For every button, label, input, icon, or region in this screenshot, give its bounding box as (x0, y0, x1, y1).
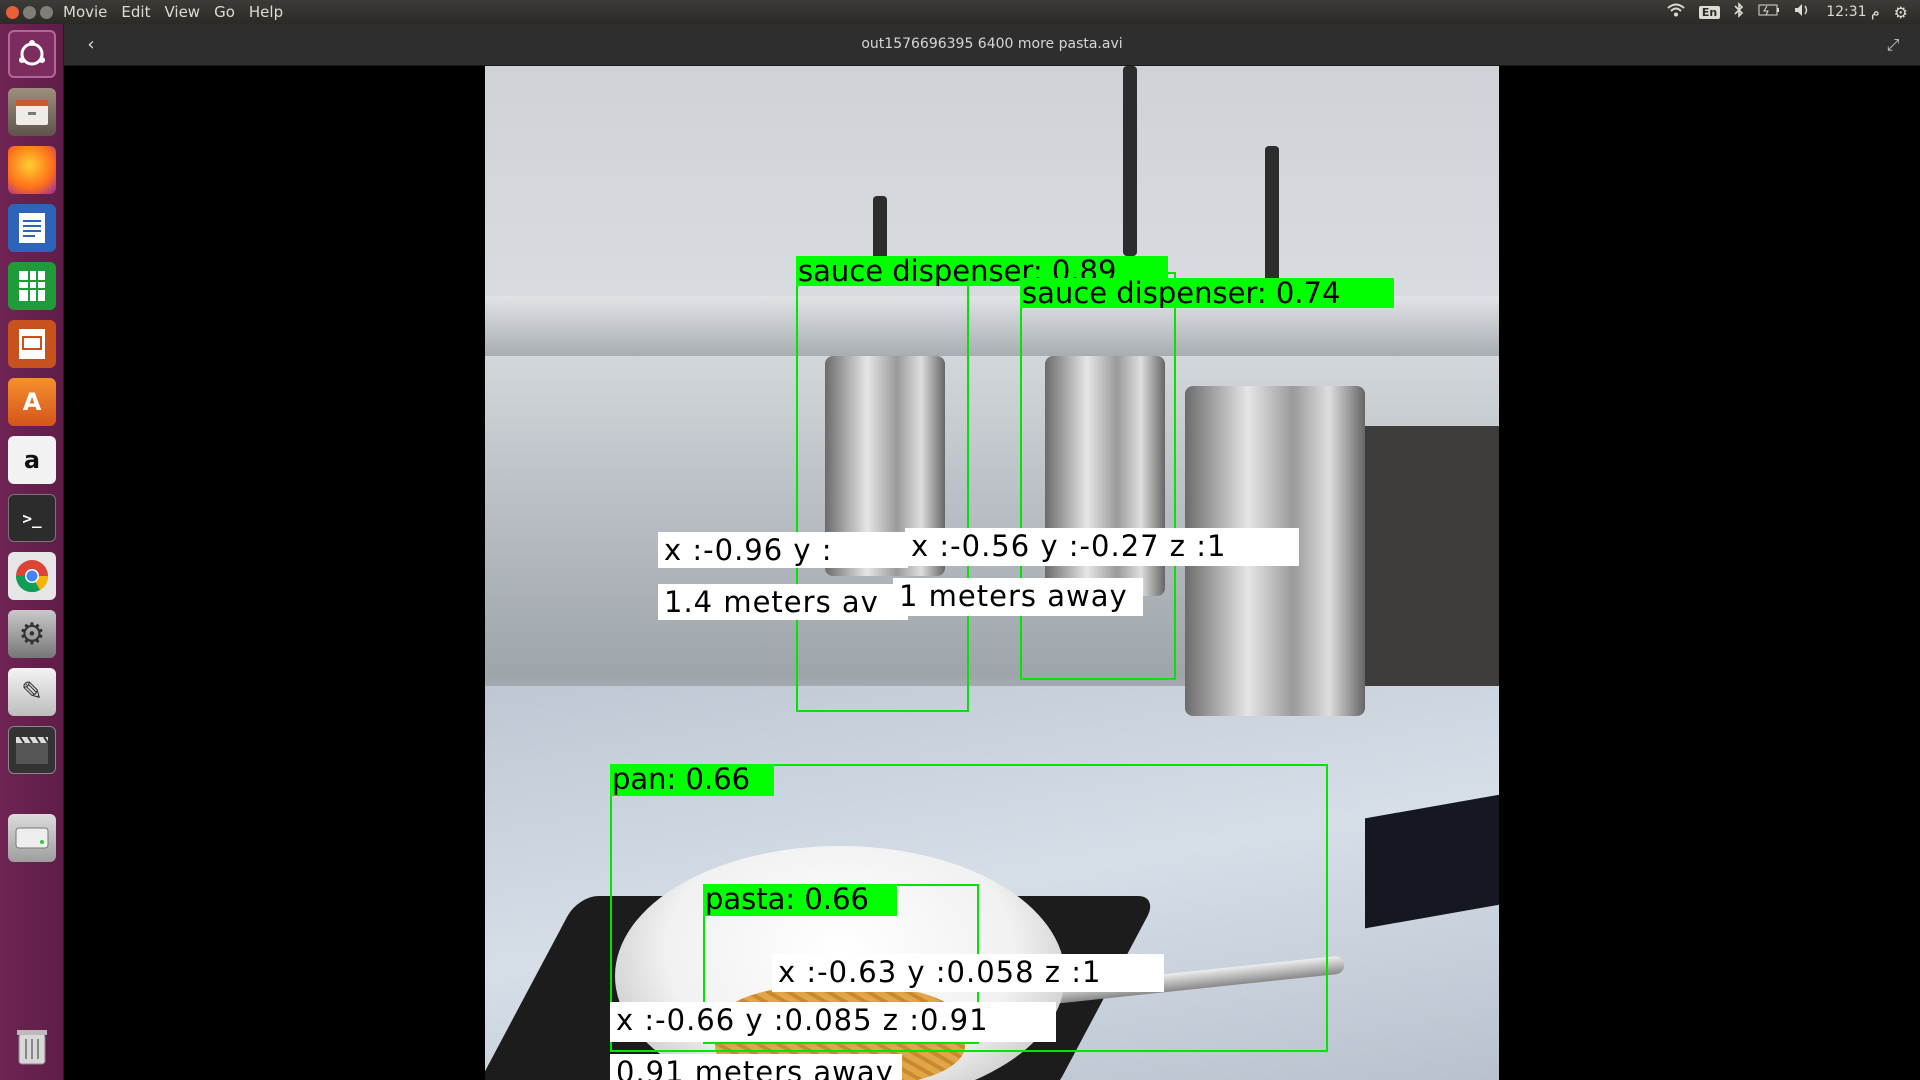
menu-movie[interactable]: Movie (63, 3, 108, 21)
calc-icon[interactable] (8, 262, 56, 310)
software-center-icon[interactable]: A (8, 378, 56, 426)
chrome-icon[interactable] (8, 552, 56, 600)
sauce-dispenser-coordinates-2: x :-0.56 y :-0.27 z :1 (905, 528, 1299, 566)
pan-distance: 0.91 meters away (610, 1054, 902, 1080)
chevron-left-icon: ‹ (87, 34, 95, 55)
impress-icon[interactable] (8, 320, 56, 368)
bluetooth-icon[interactable] (1734, 2, 1744, 22)
maximize-window-button[interactable] (40, 5, 53, 19)
terminal-icon[interactable]: >_ (8, 494, 56, 542)
files-icon[interactable] (8, 88, 56, 136)
sauce-dispenser-label-2: sauce dispenser: 0.74 (1020, 278, 1394, 308)
indicator-area: En 12:31 م ⚙ (1667, 2, 1920, 22)
sauce-dispenser-distance-2: 1 meters away (893, 578, 1143, 616)
video-title: out1576696395 6400 more pasta.avi (861, 36, 1123, 52)
gear-icon[interactable]: ⚙ (1893, 2, 1908, 22)
pan-coordinates: x :-0.66 y :0.085 z :0.91 (610, 1002, 1056, 1042)
sauce-dispenser-bbox-2 (1020, 272, 1176, 680)
launcher: A a >_ ⚙ ✎ (0, 24, 64, 1080)
video-frame[interactable]: sauce dispenser: 0.89 sauce dispenser: 0… (485, 66, 1499, 1080)
volume-icon[interactable] (1794, 3, 1812, 21)
videos-icon[interactable] (8, 726, 56, 774)
fullscreen-button[interactable]: ⤢ (1880, 32, 1906, 58)
clock[interactable]: 12:31 م (1826, 4, 1880, 20)
drive-icon[interactable] (8, 814, 56, 862)
writer-icon[interactable] (8, 204, 56, 252)
top-panel: Movie Edit View Go Help En 12:31 م ⚙ (0, 0, 1920, 24)
window-controls (6, 5, 53, 19)
keyboard-layout-indicator[interactable]: En (1698, 5, 1721, 19)
close-window-button[interactable] (6, 5, 19, 19)
sauce-dispenser-coordinates-1: x :-0.96 y : (658, 532, 908, 568)
sauce-dispenser-distance-1: 1.4 meters av (658, 584, 908, 620)
pan-label: pan: 0.66 (610, 764, 774, 796)
menu-view[interactable]: View (164, 3, 201, 21)
text-editor-icon[interactable]: ✎ (8, 668, 56, 716)
system-settings-icon[interactable]: ⚙ (8, 610, 56, 658)
sauce-dispenser-bbox-1 (796, 256, 969, 712)
battery-icon[interactable] (1758, 4, 1780, 20)
menu-bar: Movie Edit View Go Help (63, 3, 283, 21)
amazon-icon[interactable]: a (8, 436, 56, 484)
ubuntu-dash-icon[interactable] (8, 30, 56, 78)
firefox-icon[interactable] (8, 146, 56, 194)
wifi-icon[interactable] (1667, 3, 1685, 21)
pasta-label: pasta: 0.66 (703, 884, 897, 916)
video-player-header: ‹ out1576696395 6400 more pasta.avi ⤢ (64, 24, 1920, 66)
dispenser-rod (1265, 146, 1279, 296)
pasta-coordinates: x :-0.63 y :0.058 z :1 (772, 954, 1164, 992)
menu-edit[interactable]: Edit (121, 3, 151, 21)
menu-help[interactable]: Help (248, 3, 284, 21)
dark-box (1365, 793, 1499, 929)
menu-go[interactable]: Go (214, 3, 235, 21)
minimize-window-button[interactable] (23, 5, 36, 19)
fullscreen-icon: ⤢ (1886, 35, 1900, 54)
dispenser-rod (1123, 66, 1137, 256)
trash-icon[interactable] (8, 1022, 56, 1070)
back-button[interactable]: ‹ (78, 32, 104, 58)
pan-bbox (610, 764, 1328, 1052)
